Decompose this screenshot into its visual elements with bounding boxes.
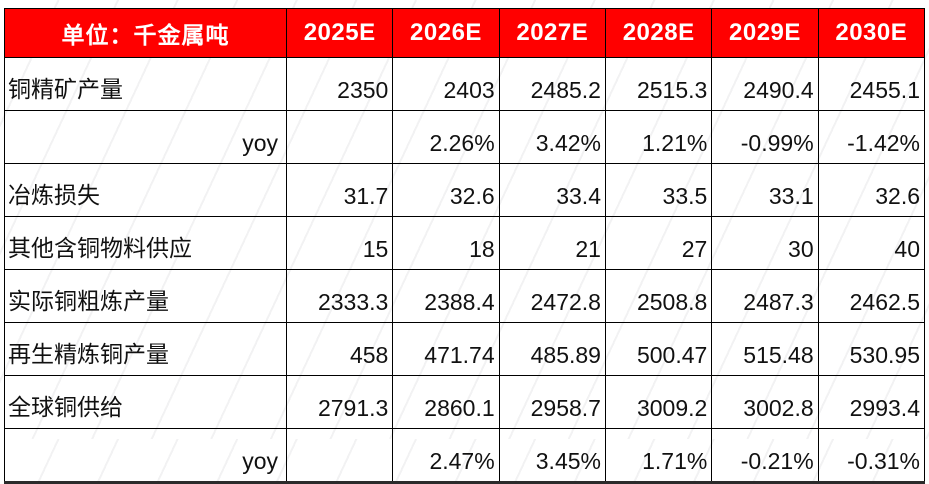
value-cell: 500.47	[604, 322, 713, 376]
value-cell: 27	[604, 216, 713, 270]
value-cell: 31.7	[285, 163, 394, 217]
row-label-cell: yoy	[4, 428, 287, 483]
value-cell: 1.71%	[604, 428, 713, 483]
year-header-cell: 2025E	[285, 8, 394, 58]
value-cell: 458	[285, 322, 394, 376]
value-cell: -1.42%	[817, 110, 926, 164]
value-cell	[285, 428, 394, 483]
value-cell: 3.45%	[498, 428, 606, 483]
table-row: 其他含铜物料供应 15 18 21 27 30 40	[4, 216, 926, 270]
year-header-cell: 2029E	[711, 8, 819, 58]
value-cell: 2455.1	[817, 57, 926, 111]
value-cell: -0.31%	[817, 428, 926, 483]
value-cell: 530.95	[817, 322, 926, 376]
table-row: yoy 2.26% 3.42% 1.21% -0.99% -1.42%	[4, 110, 926, 164]
unit-header-cell: 单位：千金属吨	[4, 8, 287, 58]
value-cell: 2860.1	[392, 375, 500, 429]
value-cell: 32.6	[817, 163, 926, 217]
year-header-cell: 2028E	[604, 8, 713, 58]
table-body: 铜精矿产量 2350 2403 2485.2 2515.3 2490.4 2455.1 yoy…	[4, 57, 926, 483]
value-cell: 2403	[392, 57, 500, 111]
value-cell: 15	[285, 216, 394, 270]
value-cell: 2515.3	[604, 57, 713, 111]
table-row: 冶炼损失 31.7 32.6 33.4 33.5 33.1 32.6	[4, 163, 926, 217]
value-cell: 2958.7	[498, 375, 606, 429]
row-label-cell: 实际铜粗炼产量	[4, 269, 287, 323]
row-label-cell: 铜精矿产量	[4, 57, 287, 111]
value-cell: 2485.2	[498, 57, 606, 111]
value-cell: 18	[392, 216, 500, 270]
copper-supply-forecast-table: 单位：千金属吨 2025E 2026E 2027E 2028E 2029E 2030E 铜…	[4, 8, 926, 484]
value-cell: 33.1	[711, 163, 819, 217]
table-row: yoy 2.47% 3.45% 1.71% -0.21% -0.31%	[4, 428, 926, 483]
value-cell: -0.99%	[711, 110, 819, 164]
value-cell: 2993.4	[817, 375, 926, 429]
value-cell: 2490.4	[711, 57, 819, 111]
value-cell: 2388.4	[392, 269, 500, 323]
value-cell: 30	[711, 216, 819, 270]
value-cell: 3.42%	[498, 110, 606, 164]
value-cell: 2487.3	[711, 269, 819, 323]
table-row: 全球铜供给 2791.3 2860.1 2958.7 3009.2 3002.8 2993.…	[4, 375, 926, 429]
value-cell: 2508.8	[604, 269, 713, 323]
row-label-cell: yoy	[4, 110, 287, 164]
value-cell: 3009.2	[604, 375, 713, 429]
row-label-cell: 再生精炼铜产量	[4, 322, 287, 376]
value-cell: 21	[498, 216, 606, 270]
value-cell: 515.48	[711, 322, 819, 376]
year-header-cell: 2030E	[817, 8, 926, 58]
value-cell: 471.74	[392, 322, 500, 376]
value-cell: 40	[817, 216, 926, 270]
value-cell: 2791.3	[285, 375, 394, 429]
row-label-cell: 冶炼损失	[4, 163, 287, 217]
value-cell: 33.5	[604, 163, 713, 217]
value-cell: 1.21%	[604, 110, 713, 164]
header-row: 单位：千金属吨 2025E 2026E 2027E 2028E 2029E 2030E	[4, 8, 926, 58]
row-label-cell: 全球铜供给	[4, 375, 287, 429]
value-cell: 2.26%	[392, 110, 500, 164]
value-cell: 32.6	[392, 163, 500, 217]
value-cell: 2333.3	[285, 269, 394, 323]
value-cell: 2.47%	[392, 428, 500, 483]
value-cell: 3002.8	[711, 375, 819, 429]
table-row: 铜精矿产量 2350 2403 2485.2 2515.3 2490.4 2455.1	[4, 57, 926, 111]
value-cell	[285, 110, 394, 164]
year-header-cell: 2027E	[498, 8, 606, 58]
table-row: 再生精炼铜产量 458 471.74 485.89 500.47 515.48 530.95	[4, 322, 926, 376]
value-cell: 2350	[285, 57, 394, 111]
table-row: 实际铜粗炼产量 2333.3 2388.4 2472.8 2508.8 2487.3 246…	[4, 269, 926, 323]
value-cell: 2462.5	[817, 269, 926, 323]
value-cell: 2472.8	[498, 269, 606, 323]
value-cell: 33.4	[498, 163, 606, 217]
value-cell: 485.89	[498, 322, 606, 376]
value-cell: -0.21%	[711, 428, 819, 483]
row-label-cell: 其他含铜物料供应	[4, 216, 287, 270]
year-header-cell: 2026E	[392, 8, 500, 58]
